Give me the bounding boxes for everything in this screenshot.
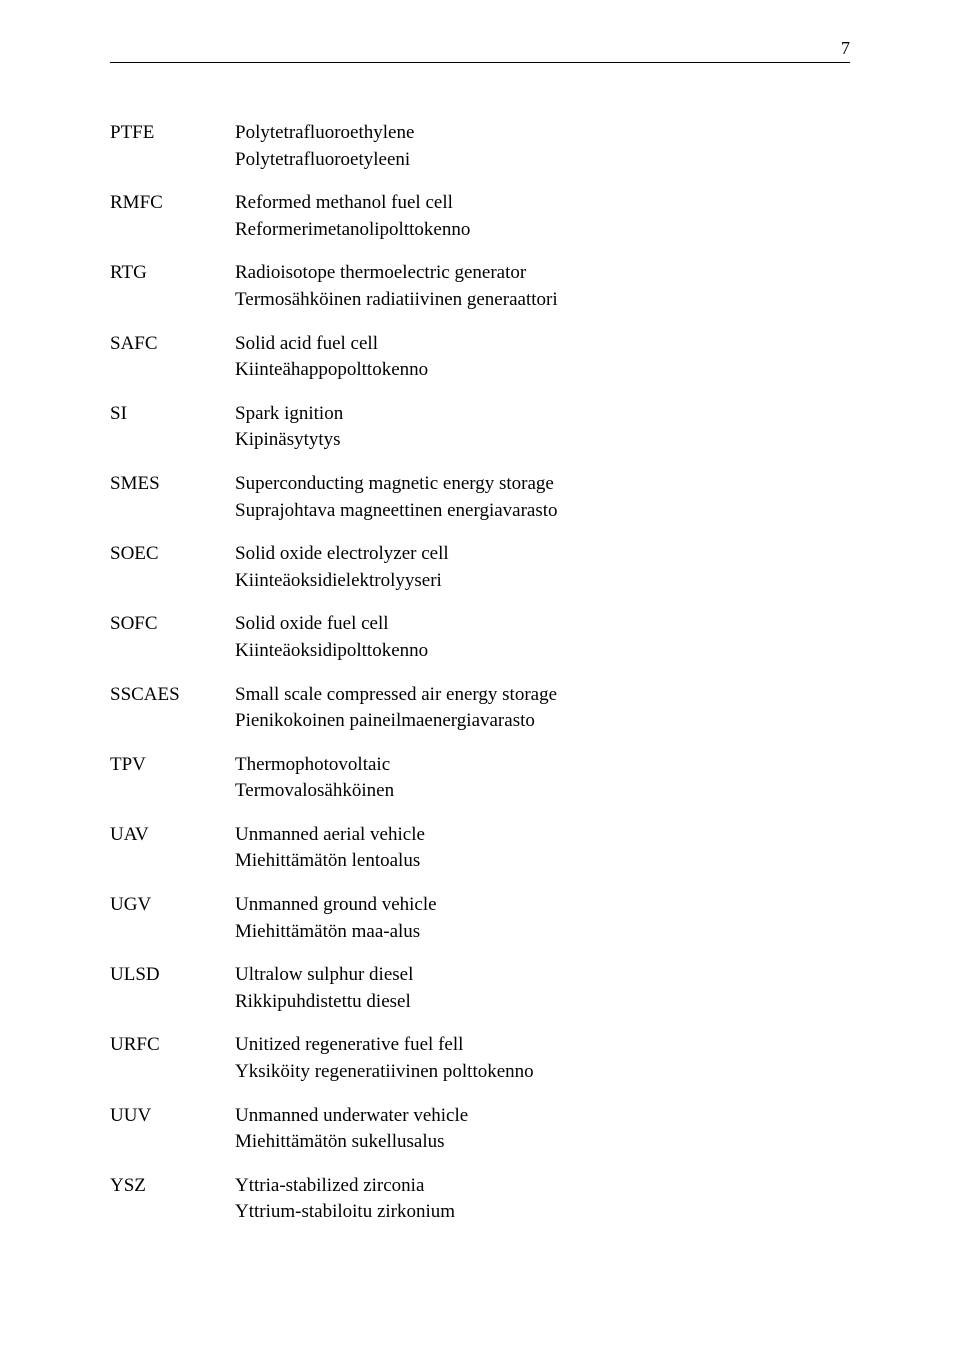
definition-english: Ultralow sulphur diesel bbox=[235, 962, 850, 989]
definitions: Small scale compressed air energy storag… bbox=[235, 682, 850, 735]
definitions: Solid oxide electrolyzer cell Kiinteäoks… bbox=[235, 541, 850, 594]
definition-finnish: Pienikokoinen paineilmaenergiavarasto bbox=[235, 708, 850, 735]
definition-finnish: Kipinäsytytys bbox=[235, 427, 850, 454]
definition-finnish: Suprajohtava magneettinen energiavarasto bbox=[235, 498, 850, 525]
abbreviation: UGV bbox=[110, 892, 235, 945]
glossary-entry: URFC Unitized regenerative fuel fell Yks… bbox=[110, 1032, 850, 1085]
abbreviation: SI bbox=[110, 401, 235, 454]
definitions: Spark ignition Kipinäsytytys bbox=[235, 401, 850, 454]
abbreviation: UAV bbox=[110, 822, 235, 875]
definition-finnish: Miehittämätön maa-alus bbox=[235, 919, 850, 946]
definition-finnish: Kiinteäoksidipolttokenno bbox=[235, 638, 850, 665]
abbreviation: UUV bbox=[110, 1103, 235, 1156]
definition-finnish: Yksiköity regeneratiivinen polttokenno bbox=[235, 1059, 850, 1086]
definition-english: Thermophotovoltaic bbox=[235, 752, 850, 779]
abbreviation: SSCAES bbox=[110, 682, 235, 735]
glossary-entry: SI Spark ignition Kipinäsytytys bbox=[110, 401, 850, 454]
definitions: Superconducting magnetic energy storage … bbox=[235, 471, 850, 524]
abbreviation: YSZ bbox=[110, 1173, 235, 1226]
definitions: Polytetrafluoroethylene Polytetrafluoroe… bbox=[235, 120, 850, 173]
page-number: 7 bbox=[841, 38, 850, 59]
definition-english: Solid acid fuel cell bbox=[235, 331, 850, 358]
definition-finnish: Yttrium-stabiloitu zirkonium bbox=[235, 1199, 850, 1226]
abbreviation: SOFC bbox=[110, 611, 235, 664]
abbreviation: ULSD bbox=[110, 962, 235, 1015]
glossary-entry: SOFC Solid oxide fuel cell Kiinteäoksidi… bbox=[110, 611, 850, 664]
definition-finnish: Termosähköinen radiatiivinen generaattor… bbox=[235, 287, 850, 314]
definitions: Yttria-stabilized zirconia Yttrium-stabi… bbox=[235, 1173, 850, 1226]
definition-finnish: Polytetrafluoroetyleeni bbox=[235, 147, 850, 174]
definition-finnish: Kiinteähappopolttokenno bbox=[235, 357, 850, 384]
header-rule bbox=[110, 62, 850, 63]
glossary-entry: UGV Unmanned ground vehicle Miehittämätö… bbox=[110, 892, 850, 945]
definitions: Unmanned aerial vehicle Miehittämätön le… bbox=[235, 822, 850, 875]
definition-english: Reformed methanol fuel cell bbox=[235, 190, 850, 217]
definitions: Solid oxide fuel cell Kiinteäoksidipoltt… bbox=[235, 611, 850, 664]
glossary-content: PTFE Polytetrafluoroethylene Polytetrafl… bbox=[110, 120, 850, 1226]
definition-english: Unitized regenerative fuel fell bbox=[235, 1032, 850, 1059]
definition-english: Radioisotope thermoelectric generator bbox=[235, 260, 850, 287]
glossary-entry: UUV Unmanned underwater vehicle Miehittä… bbox=[110, 1103, 850, 1156]
definitions: Unmanned ground vehicle Miehittämätön ma… bbox=[235, 892, 850, 945]
abbreviation: SOEC bbox=[110, 541, 235, 594]
abbreviation: URFC bbox=[110, 1032, 235, 1085]
glossary-entry: TPV Thermophotovoltaic Termovalosähköine… bbox=[110, 752, 850, 805]
definition-english: Small scale compressed air energy storag… bbox=[235, 682, 850, 709]
definition-english: Solid oxide electrolyzer cell bbox=[235, 541, 850, 568]
definition-english: Superconducting magnetic energy storage bbox=[235, 471, 850, 498]
definition-finnish: Miehittämätön lentoalus bbox=[235, 848, 850, 875]
definition-english: Unmanned underwater vehicle bbox=[235, 1103, 850, 1130]
definitions: Ultralow sulphur diesel Rikkipuhdistettu… bbox=[235, 962, 850, 1015]
abbreviation: SAFC bbox=[110, 331, 235, 384]
definition-english: Yttria-stabilized zirconia bbox=[235, 1173, 850, 1200]
abbreviation: SMES bbox=[110, 471, 235, 524]
definition-finnish: Rikkipuhdistettu diesel bbox=[235, 989, 850, 1016]
glossary-entry: UAV Unmanned aerial vehicle Miehittämätö… bbox=[110, 822, 850, 875]
definitions: Unmanned underwater vehicle Miehittämätö… bbox=[235, 1103, 850, 1156]
glossary-entry: SSCAES Small scale compressed air energy… bbox=[110, 682, 850, 735]
glossary-entry: RTG Radioisotope thermoelectric generato… bbox=[110, 260, 850, 313]
glossary-entry: SAFC Solid acid fuel cell Kiinteähappopo… bbox=[110, 331, 850, 384]
glossary-entry: SOEC Solid oxide electrolyzer cell Kiint… bbox=[110, 541, 850, 594]
definitions: Unitized regenerative fuel fell Yksiköit… bbox=[235, 1032, 850, 1085]
abbreviation: PTFE bbox=[110, 120, 235, 173]
definition-english: Polytetrafluoroethylene bbox=[235, 120, 850, 147]
abbreviation: TPV bbox=[110, 752, 235, 805]
definition-english: Unmanned ground vehicle bbox=[235, 892, 850, 919]
definitions: Thermophotovoltaic Termovalosähköinen bbox=[235, 752, 850, 805]
glossary-entry: ULSD Ultralow sulphur diesel Rikkipuhdis… bbox=[110, 962, 850, 1015]
definition-finnish: Termovalosähköinen bbox=[235, 778, 850, 805]
glossary-entry: YSZ Yttria-stabilized zirconia Yttrium-s… bbox=[110, 1173, 850, 1226]
definition-finnish: Reformerimetanolipolttokenno bbox=[235, 217, 850, 244]
definition-english: Spark ignition bbox=[235, 401, 850, 428]
glossary-entry: SMES Superconducting magnetic energy sto… bbox=[110, 471, 850, 524]
glossary-entry: RMFC Reformed methanol fuel cell Reforme… bbox=[110, 190, 850, 243]
definition-finnish: Miehittämätön sukellusalus bbox=[235, 1129, 850, 1156]
abbreviation: RTG bbox=[110, 260, 235, 313]
definitions: Solid acid fuel cell Kiinteähappopolttok… bbox=[235, 331, 850, 384]
definitions: Reformed methanol fuel cell Reformerimet… bbox=[235, 190, 850, 243]
definition-english: Unmanned aerial vehicle bbox=[235, 822, 850, 849]
definition-finnish: Kiinteäoksidielektrolyyseri bbox=[235, 568, 850, 595]
glossary-entry: PTFE Polytetrafluoroethylene Polytetrafl… bbox=[110, 120, 850, 173]
definitions: Radioisotope thermoelectric generator Te… bbox=[235, 260, 850, 313]
abbreviation: RMFC bbox=[110, 190, 235, 243]
definition-english: Solid oxide fuel cell bbox=[235, 611, 850, 638]
